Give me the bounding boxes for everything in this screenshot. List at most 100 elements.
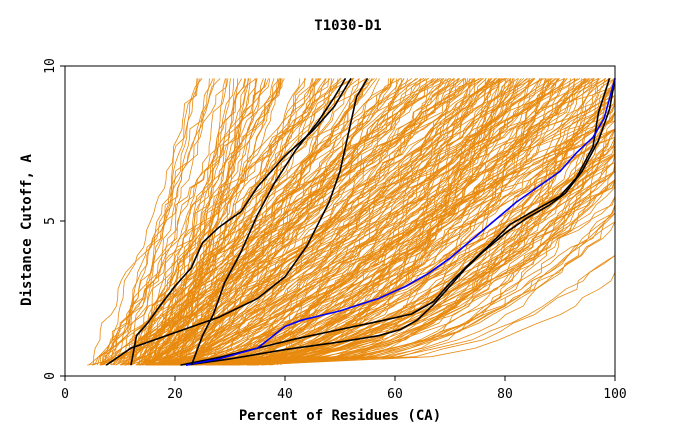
model-curve [101,78,281,366]
x-tick-label: 60 [387,387,403,402]
x-tick-label: 20 [167,387,183,402]
reference-series-line [190,77,347,366]
model-curve [101,78,247,366]
model-curve [233,78,601,366]
model-curve [99,78,201,366]
model-curve [150,78,353,366]
model-curve [147,78,266,366]
model-curve [140,78,430,366]
y-tick-label: 5 [43,217,58,225]
model-curve [147,78,321,366]
model-curve [140,78,355,366]
reference-series-line [185,78,616,366]
model-curve [127,78,198,366]
model-curve [171,78,599,366]
model-curve [153,78,535,366]
model-curve [181,78,342,366]
model-curve [211,78,511,366]
x-axis-title: Percent of Residues (CA) [239,408,441,424]
model-curve [158,78,250,366]
model-curve [237,78,530,366]
model-curve [216,78,535,366]
model-curve [186,78,486,366]
model-curve [149,78,449,366]
model-curve [101,78,229,366]
model-curve [178,78,499,366]
highlight-series-line [185,78,616,366]
reference-series-line [180,78,611,366]
model-curve [280,78,496,366]
model-curve [157,78,346,366]
model-curve [183,78,616,366]
x-axis: 0 20 40 60 80 100 [61,376,627,402]
model-curve [156,78,354,366]
model-curve [227,78,616,366]
model-curve [130,78,234,366]
model-curve [115,78,394,366]
model-curve [126,78,227,366]
x-tick-label: 0 [61,387,69,402]
model-curve [208,78,545,366]
model-curve [206,78,616,366]
model-curve [148,78,332,366]
y-axis-title: Distance Cutoff, A [19,154,35,306]
reference-lines [105,77,616,366]
model-curve [174,78,421,366]
x-tick-label: 40 [277,387,293,402]
model-curve [129,78,264,366]
model-curve [139,78,314,366]
model-curve [257,78,508,366]
x-tick-label: 100 [603,387,626,402]
model-curve [129,78,459,366]
reference-series-line [105,77,369,366]
model-curve [162,78,616,366]
model-curve [146,78,514,366]
model-curve [91,78,402,366]
y-axis: 0 5 10 [43,58,65,380]
model-curve [197,78,550,366]
model-curve [110,78,203,366]
model-curve [197,78,548,366]
model-curve [153,78,351,366]
y-tick-label: 10 [43,58,58,74]
model-curve [160,78,256,366]
model-curve [179,78,560,366]
model-curve [162,78,243,366]
model-curve [164,78,616,366]
chart-title: T1030-D1 [314,18,381,34]
model-curve [149,78,231,366]
model-curve [161,78,586,366]
model-curve [207,78,520,366]
model-curve [257,78,556,366]
model-curve [150,78,460,366]
model-curve [93,78,285,366]
model-curve [264,78,590,366]
model-curve [157,78,475,366]
model-curve [101,78,472,366]
x-tick-label: 80 [497,387,513,402]
model-curve [178,78,480,366]
y-tick-label: 0 [43,372,58,380]
model-curve [189,78,595,366]
model-curve [139,78,375,366]
model-curve [138,78,329,366]
model-curve [193,78,547,366]
model-curve [221,78,616,366]
model-curve [138,78,455,366]
model-curve [114,78,269,366]
model-curve [106,78,257,366]
model-curve [129,78,434,366]
model-curve [231,78,599,366]
model-curve [158,78,422,366]
model-curve [172,78,616,366]
model-curve [151,78,378,366]
model-curve [174,78,509,366]
model-curve [152,78,249,366]
model-curve [223,78,560,366]
model-curve [125,78,267,366]
model-curve [176,78,367,366]
model-curve [213,78,616,366]
model-curve [125,78,320,366]
